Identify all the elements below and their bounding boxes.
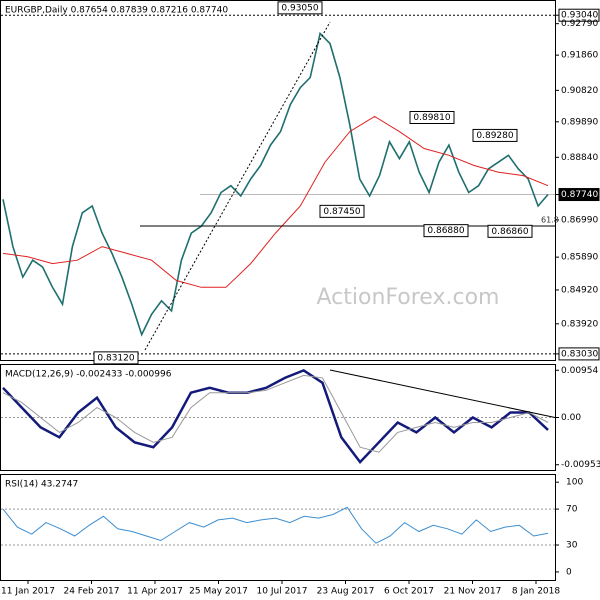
price-title: EURGBP,Daily 0.87654 0.87839 0.87216 0.8…	[5, 6, 228, 16]
annotation-label: 61.8	[541, 216, 559, 225]
annotation-box	[472, 128, 518, 142]
series-line	[2, 374, 549, 453]
x-tick-label: 24 Feb 2017	[63, 587, 119, 597]
annotation-label: 0.89810	[413, 113, 450, 123]
annotation-box	[487, 224, 533, 238]
y-tick-label: 0	[566, 567, 572, 577]
y-tick-label: 70	[566, 505, 578, 515]
rsi-title: RSI(14) 43.2747	[5, 480, 78, 490]
annotation-label: 0.83120	[97, 353, 134, 363]
watermark: ActionForex.com	[317, 285, 500, 310]
price-box	[558, 188, 600, 202]
x-tick-label: 21 Nov 2017	[444, 587, 502, 597]
annotation-box	[409, 111, 455, 125]
rsi-panel	[0, 474, 556, 581]
series-line	[2, 368, 549, 465]
y-tick-label: 0.93040	[561, 11, 598, 21]
annotation-box	[423, 224, 469, 238]
y-tick-label: 0.83920	[561, 319, 598, 329]
trend-line	[144, 21, 331, 351]
price-panel	[0, 0, 556, 361]
price-box	[558, 8, 600, 22]
y-tick-label: 0.00954	[561, 366, 598, 376]
y-tick-label: 0.87740	[561, 190, 598, 200]
y-tick-label: -0.009538	[561, 460, 600, 470]
y-tick-label: 0.88840	[561, 153, 598, 163]
y-tick-label: 0.83030	[561, 349, 598, 359]
y-tick-label: 0.86990	[561, 215, 598, 225]
trend-line	[329, 369, 556, 418]
y-tick-label: 0.92790	[561, 19, 598, 29]
y-tick-label: 100	[566, 478, 583, 488]
x-tick-label: 10 Jul 2017	[257, 587, 308, 597]
macd-title: MACD(12,26,9) -0.002433 -0.000996	[5, 370, 172, 380]
y-tick-label: 0.91860	[561, 51, 598, 61]
annotation-box	[93, 351, 139, 365]
annotation-box	[319, 204, 365, 218]
series-line	[2, 115, 549, 288]
y-tick-label: 30	[566, 541, 578, 551]
annotation-box	[277, 1, 323, 15]
annotation-label: 0.87450	[323, 207, 360, 217]
y-tick-label: 0.00	[561, 413, 581, 423]
annotation-label: 0.86860	[491, 227, 528, 237]
x-tick-label: 23 Aug 2017	[317, 587, 375, 597]
x-tick-label: 25 May 2017	[189, 587, 248, 597]
y-tick-label: 0.85890	[561, 253, 598, 263]
y-tick-label: 0.84920	[561, 285, 598, 295]
x-tick-label: 11 Apr 2017	[127, 587, 183, 597]
annotation-label: 0.93050	[281, 3, 318, 13]
annotation-label: 0.86880	[427, 226, 464, 236]
price-box	[558, 347, 600, 361]
x-tick-label: 6 Oct 2017	[384, 587, 434, 597]
y-tick-label: 0.90820	[561, 86, 598, 96]
series-line	[2, 31, 549, 337]
x-tick-label: 11 Jan 2017	[1, 587, 55, 597]
y-tick-label: 0.89890	[561, 117, 598, 127]
annotation-label: 0.89280	[476, 131, 513, 141]
x-tick-label: 8 Jan 2018	[512, 587, 560, 597]
series-line	[2, 506, 549, 544]
